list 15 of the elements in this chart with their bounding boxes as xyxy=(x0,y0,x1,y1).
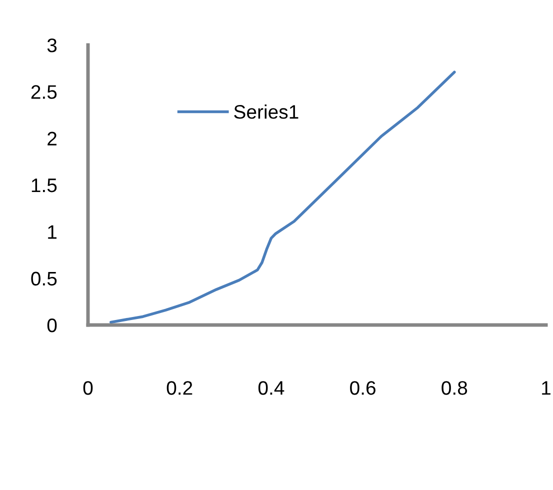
x-tick-label: 0.4 xyxy=(258,381,284,395)
y-tick-label: 1.5 xyxy=(32,178,57,192)
y-tick-label: 2 xyxy=(48,132,56,146)
x-tick-label: 0.8 xyxy=(442,381,468,395)
x-tick-label: 1 xyxy=(542,381,550,395)
line-series xyxy=(110,70,456,324)
y-tick-label: 1 xyxy=(48,225,56,239)
x-tick-label: 0.2 xyxy=(166,381,192,395)
y-tick-label: 3 xyxy=(47,38,57,52)
x-tick-label: 0.6 xyxy=(350,381,376,395)
y-tick-label: 0.5 xyxy=(31,272,57,286)
y-tick-label: 2.5 xyxy=(31,85,57,99)
x-tick-label: 0 xyxy=(83,381,93,395)
y-tick-label: 0 xyxy=(47,318,57,332)
legend-label: Series1 xyxy=(234,104,298,119)
